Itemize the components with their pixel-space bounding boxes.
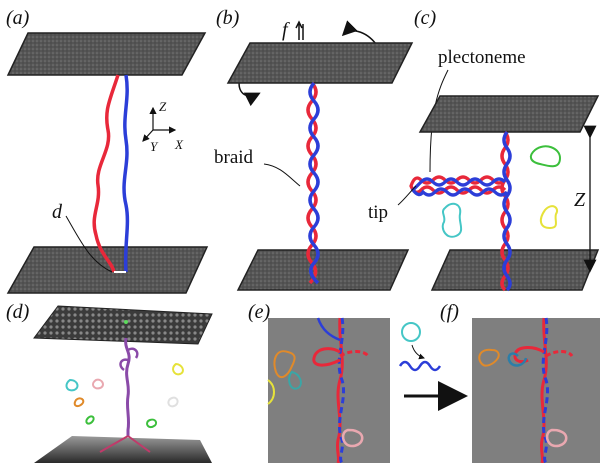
braid-leader-line: [263, 163, 301, 187]
plectoneme-left-e: [312, 347, 341, 367]
braid-strand-d: [124, 337, 131, 436]
blue-strand-e: [337, 317, 345, 463]
loop-green-d: [146, 418, 158, 429]
d-label: d: [52, 201, 63, 223]
loop-green-c: [529, 145, 562, 168]
blue-strand-b: [308, 81, 320, 285]
loop-green2-d: [85, 415, 95, 425]
top-plate-a: [6, 32, 207, 76]
panel-c: (c) plectoneme tip Z: [368, 7, 600, 292]
small-arrow-icon: [411, 344, 425, 360]
top-plate-c: [418, 95, 600, 133]
panel-f: (f): [440, 301, 600, 463]
top-branch-e: [316, 317, 341, 342]
plectoneme-right-f: [545, 350, 574, 358]
plectoneme-blue: [410, 177, 509, 197]
top-plate-b: [226, 42, 414, 84]
loop-yellow-d: [172, 362, 184, 376]
plectoneme-red: [409, 175, 507, 195]
panel-c-label: (c): [414, 7, 437, 29]
axis-y-label: Y: [150, 139, 159, 154]
top-mesh-plate-d: [33, 305, 213, 345]
f-label: f: [282, 19, 290, 41]
anchor-point-d: [124, 320, 128, 324]
panel-b: (b) f braid: [214, 7, 414, 291]
plectoneme-left-f: [513, 346, 545, 364]
plectoneme-label: plectoneme: [438, 47, 526, 68]
axis-triad: Z Y X: [142, 99, 184, 154]
d-leader-line: [65, 215, 113, 273]
z-big-label: Z: [574, 189, 586, 211]
plectoneme-branch-d: [119, 347, 139, 372]
bottom-plate-b: [236, 249, 410, 291]
panel-f-label: (f): [440, 301, 459, 323]
loop-cyan-icon: [401, 322, 421, 342]
axis-z-label: Z: [159, 99, 167, 114]
panel-e: (e): [248, 301, 390, 463]
split-ends-d: [99, 435, 151, 453]
braid-label: braid: [214, 147, 254, 168]
red-strand-a: [92, 74, 120, 273]
transition-icon: [398, 322, 468, 411]
blue-strand-c: [502, 130, 512, 292]
blue-strand-a: [122, 74, 130, 273]
blue-segment-icon: [398, 360, 442, 372]
panel-b-label: (b): [216, 7, 240, 29]
captured-loop-f: [507, 352, 528, 367]
panel-e-label: (e): [248, 301, 271, 323]
loop-pink-e: [341, 428, 364, 448]
panel-d-label: (d): [6, 301, 30, 323]
panel-a: (a) d Z Y X: [6, 7, 209, 294]
bottom-plate-d: [34, 436, 212, 463]
loop-yellow-c: [539, 205, 558, 230]
loop-yellow-e: [267, 379, 275, 405]
loop-cyan-c: [441, 202, 463, 238]
blue-strand-f: [541, 317, 549, 463]
bottom-plate-c: [430, 249, 600, 291]
plectoneme-right-e: [339, 350, 370, 358]
loop-white-d: [167, 396, 179, 408]
sim-snapshot-e: [268, 318, 390, 463]
loop-teal-e: [288, 370, 302, 390]
loop-orange-d: [73, 397, 85, 408]
sim-snapshot-f: [472, 318, 600, 463]
loop-pink-d: [92, 378, 104, 390]
panel-d: (d): [6, 301, 213, 463]
force-arrow-icon: [295, 20, 304, 40]
red-strand-b: [306, 81, 318, 285]
axis-x-label: X: [174, 137, 184, 152]
loop-pink-f: [545, 428, 568, 448]
panel-a-label: (a): [6, 7, 30, 29]
loop-orange-e: [273, 350, 296, 379]
loop-orange-f: [478, 348, 500, 367]
rotation-arrow-top-icon: [341, 20, 377, 45]
loop-cyan-d: [65, 378, 79, 392]
tip-leader-line: [397, 185, 417, 206]
tip-label: tip: [368, 202, 388, 223]
